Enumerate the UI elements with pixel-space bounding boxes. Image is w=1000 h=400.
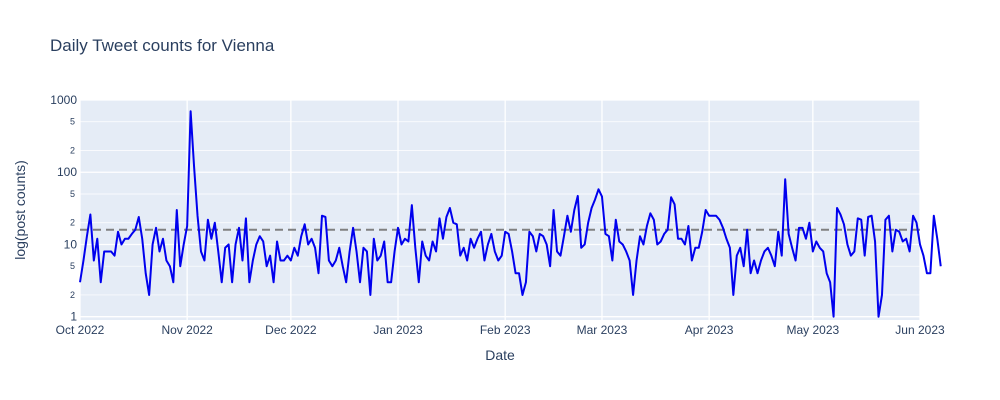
- y-minor-tick-label: 5: [70, 117, 75, 127]
- y-minor-tick-label: 2: [70, 218, 75, 228]
- x-tick-label: Apr 2023: [685, 323, 734, 337]
- x-tick-label: May 2023: [786, 323, 839, 337]
- y-minor-tick-label: 5: [70, 261, 75, 271]
- x-tick-label: Jun 2023: [895, 323, 945, 337]
- x-axis-title: Date: [485, 347, 515, 363]
- x-tick-label: Oct 2022: [56, 323, 105, 337]
- y-minor-tick-label: 2: [70, 290, 75, 300]
- grid-lines: [79, 99, 921, 320]
- series-line: [79, 110, 942, 318]
- y-minor-tick-label: 2: [70, 145, 75, 155]
- y-tick-label: 1: [70, 310, 77, 324]
- y-tick-label: 1000: [50, 93, 77, 107]
- x-tick-label: Dec 2022: [265, 323, 317, 337]
- x-tick-label: Feb 2023: [480, 323, 531, 337]
- x-tick-label: Jan 2023: [373, 323, 423, 337]
- x-tick-label: Nov 2022: [161, 323, 213, 337]
- y-axis-title: log(post counts): [12, 160, 28, 260]
- y-tick-label: 10: [64, 237, 78, 251]
- x-tick-label: Mar 2023: [577, 323, 628, 337]
- y-minor-tick-label: 5: [70, 189, 75, 199]
- chart-title: Daily Tweet counts for Vienna: [50, 36, 275, 55]
- plot-area: [80, 100, 920, 320]
- y-tick-label: 100: [57, 165, 77, 179]
- x-tick-labels: Oct 2022 Nov 2022 Dec 2022 Jan 2023 Feb 2023…: [56, 323, 945, 337]
- y-tick-labels: 1 10 100 1000 2 5 2 5 2 5: [50, 93, 77, 324]
- series-group: [79, 110, 942, 318]
